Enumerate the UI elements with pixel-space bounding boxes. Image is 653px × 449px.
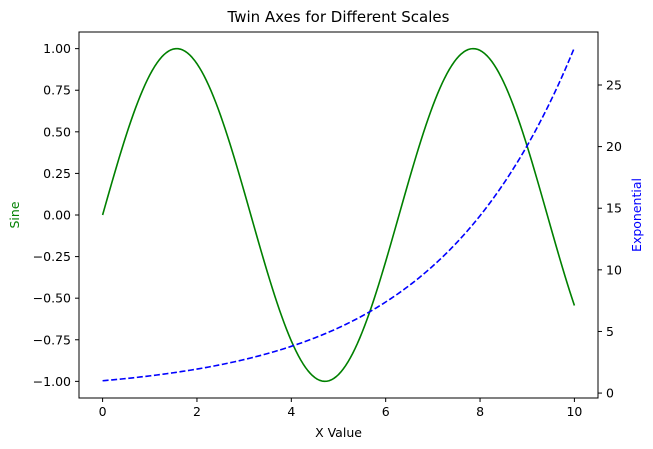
plot-area: 0 2 4 6 8 10 −1.00 −0.75 −0.50 −0.25 0.00 0.25 0.50…: [33, 31, 622, 419]
right-y-axis: 0 5 10 15 20 25: [598, 77, 622, 401]
right-tick-label: 10: [606, 262, 622, 277]
plot-frame: [78, 31, 599, 399]
left-tick-label: 0.25: [43, 166, 71, 181]
left-y-axis-label: Sine: [7, 201, 22, 228]
left-tick-label: 0.50: [43, 124, 71, 139]
x-tick-label: 4: [287, 404, 295, 419]
x-axis: 0 2 4 6 8 10: [99, 398, 582, 419]
chart-title: Twin Axes for Different Scales: [227, 8, 450, 26]
left-tick-label: −0.75: [33, 332, 71, 347]
left-tick-label: 0.75: [43, 83, 71, 98]
right-tick-label: 25: [606, 77, 622, 92]
left-tick-label: −1.00: [33, 374, 71, 389]
left-tick-label: 0.00: [43, 208, 71, 223]
x-tick-label: 0: [99, 404, 107, 419]
x-axis-label: X Value: [315, 425, 362, 440]
right-tick-label: 0: [606, 386, 614, 401]
left-tick-label: −0.50: [33, 291, 71, 306]
left-tick-label: 1.00: [43, 41, 71, 56]
x-tick-label: 8: [476, 404, 484, 419]
left-tick-label: −0.25: [33, 249, 71, 264]
sine-series-line: [101, 47, 576, 383]
left-y-axis: −1.00 −0.75 −0.50 −0.25 0.00 0.25 0.50 0.75 1.00: [33, 41, 79, 389]
right-y-axis-label: Exponential: [629, 178, 644, 252]
right-tick-label: 5: [606, 324, 614, 339]
exponential-series-line: [102, 47, 576, 382]
right-tick-label: 20: [606, 139, 622, 154]
series-layer: [101, 47, 576, 383]
x-tick-label: 6: [382, 404, 390, 419]
x-tick-label: 2: [193, 404, 201, 419]
right-tick-label: 15: [606, 201, 622, 216]
x-tick-label: 10: [566, 404, 582, 419]
